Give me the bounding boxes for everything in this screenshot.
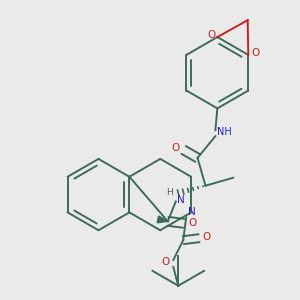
Text: O: O (207, 30, 216, 40)
Text: NH: NH (217, 127, 232, 137)
Text: O: O (188, 218, 197, 228)
Text: O: O (172, 143, 180, 153)
Text: O: O (203, 232, 211, 242)
Polygon shape (157, 216, 168, 223)
Text: O: O (251, 48, 259, 58)
Text: N: N (188, 207, 196, 218)
Text: N: N (177, 194, 184, 205)
Text: O: O (161, 257, 169, 267)
Text: H: H (167, 188, 173, 197)
